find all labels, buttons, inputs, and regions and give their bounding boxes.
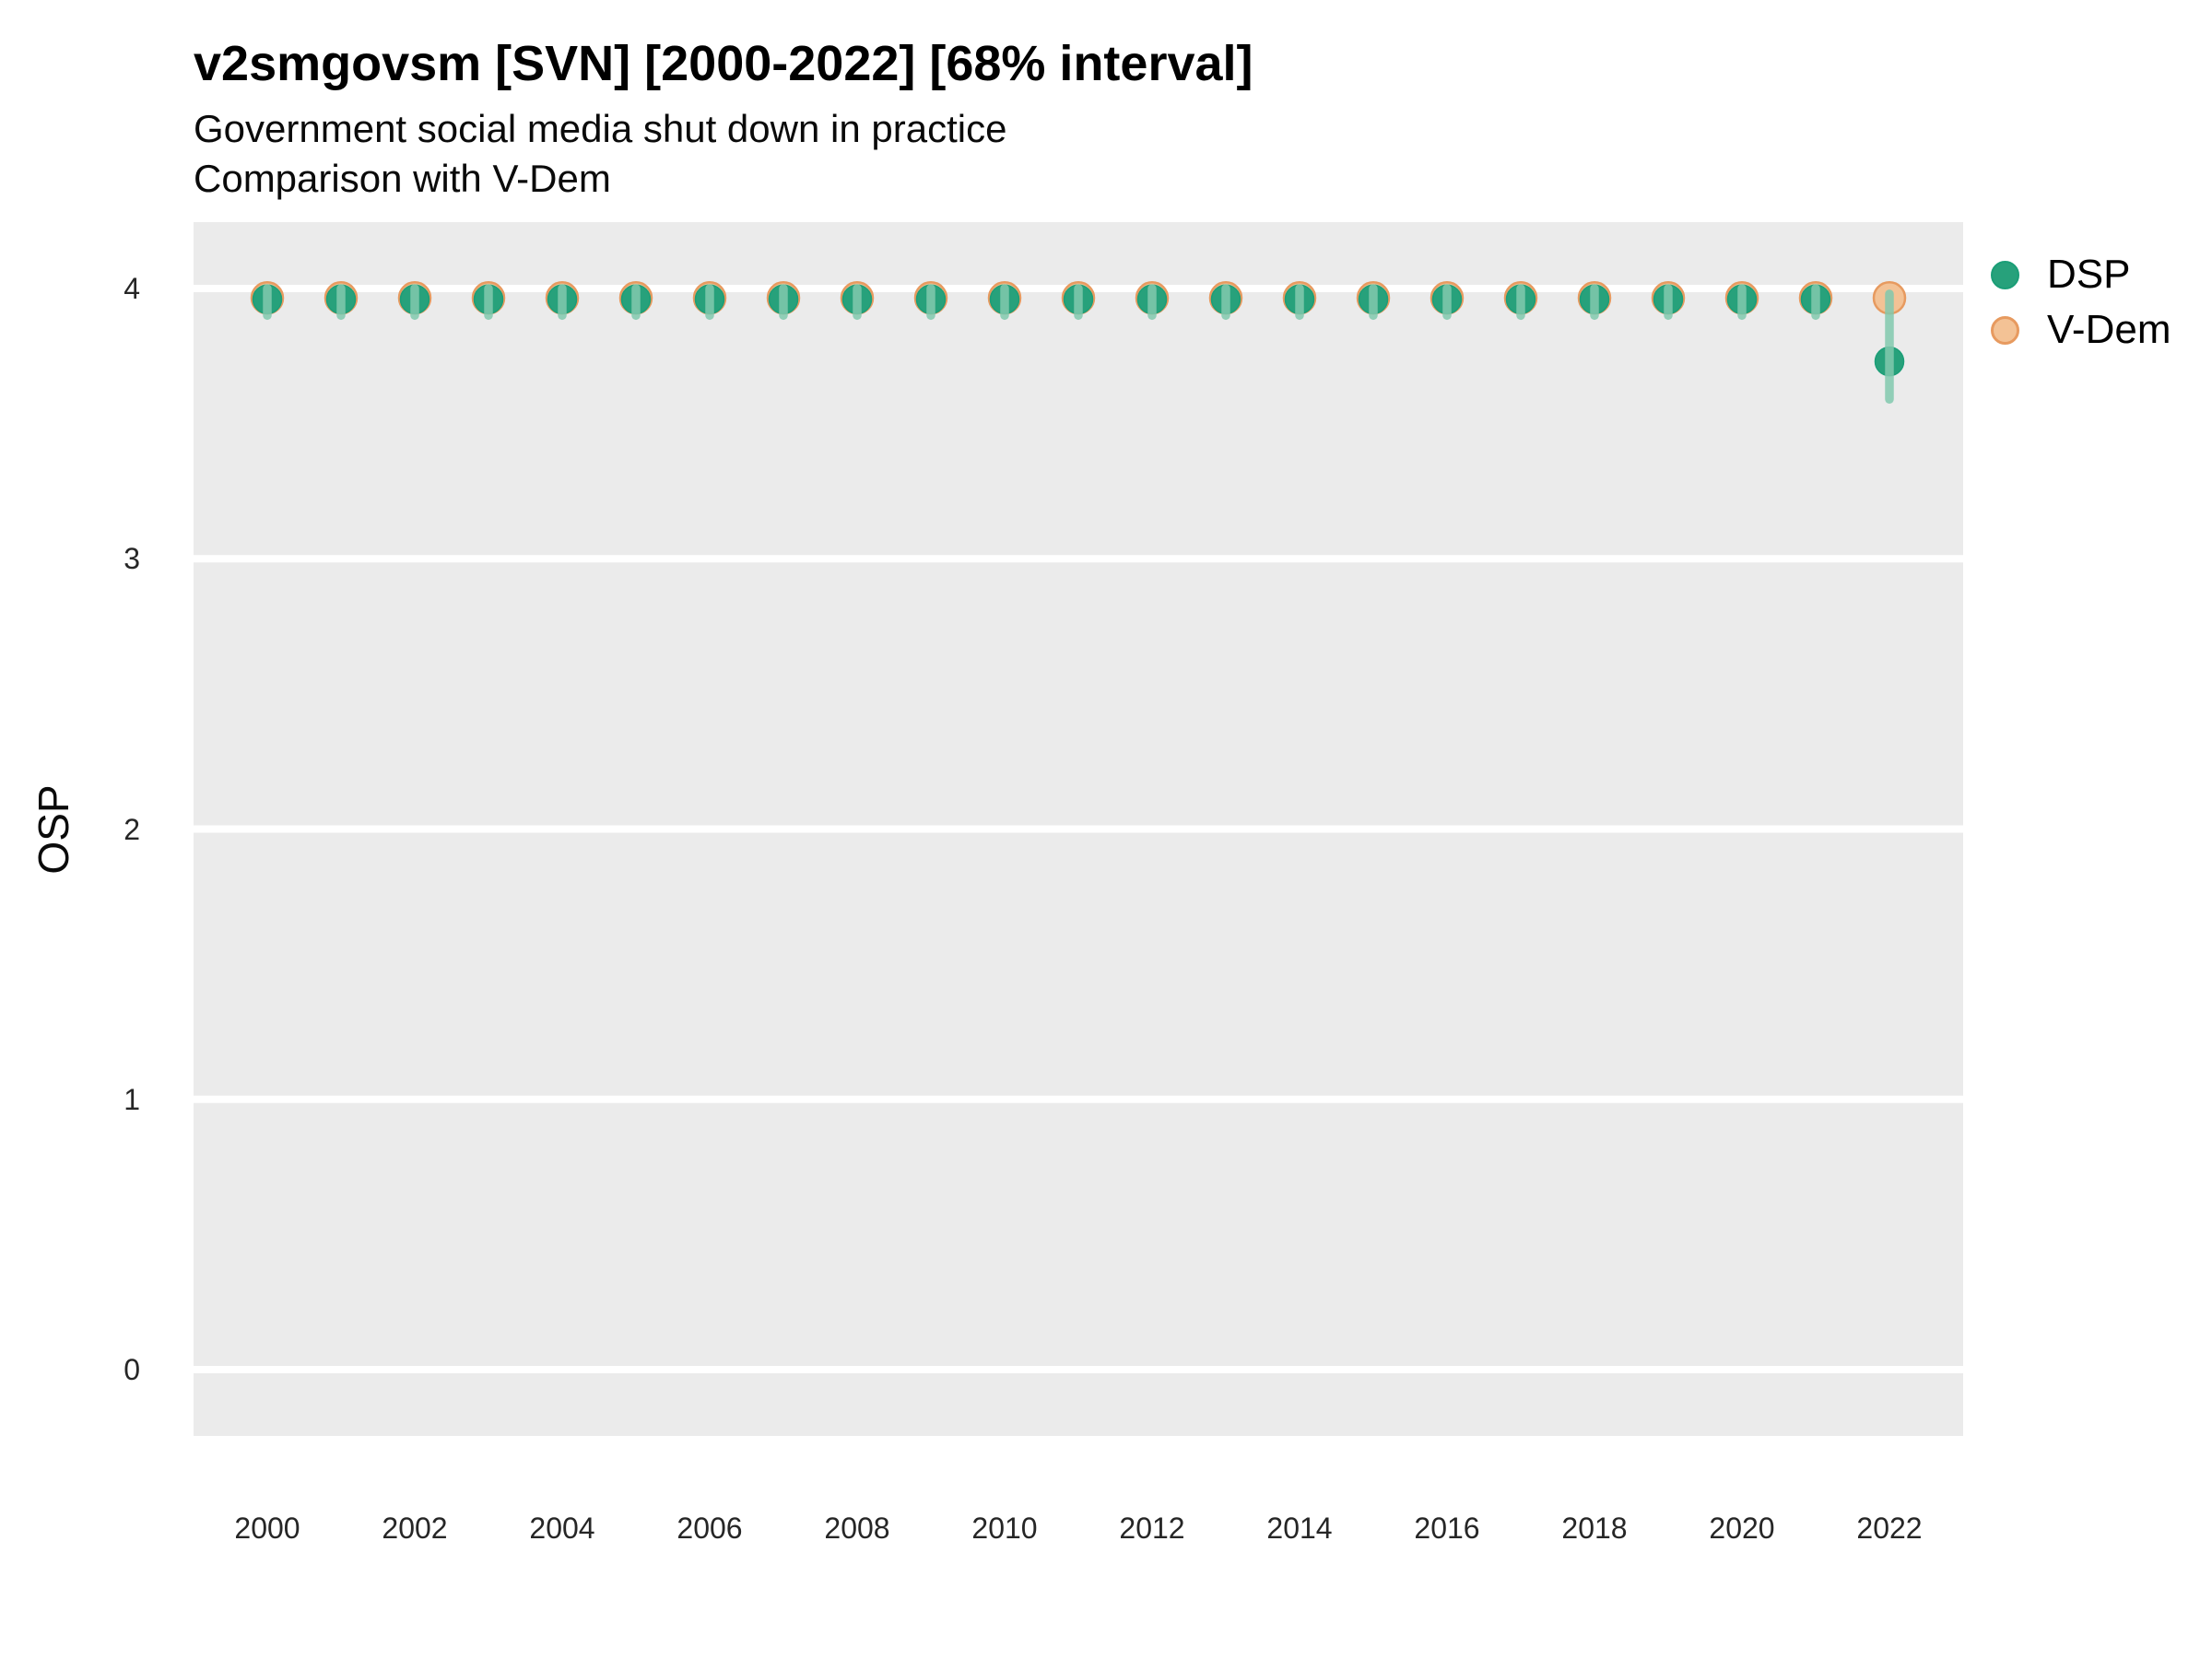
x-tick-label-2014: 2014: [1266, 1512, 1333, 1545]
chart-title: v2smgovsm [SVN] [2000-2022] [68% interva…: [194, 36, 1253, 91]
legend: DSP V-Dem: [1991, 247, 2171, 358]
x-tick-label-2004: 2004: [529, 1512, 595, 1545]
dsp-point-swatch: [1991, 260, 2019, 289]
chart-subtitle-2: Comparison with V-Dem: [194, 157, 611, 200]
y-tick-label-3: 3: [124, 542, 140, 576]
x-tick-label-2016: 2016: [1414, 1512, 1480, 1545]
x-tick-label-2008: 2008: [824, 1512, 890, 1545]
x-tick-label-2020: 2020: [1709, 1512, 1775, 1545]
x-tick-label-2018: 2018: [1561, 1512, 1628, 1545]
y-tick-label-4: 4: [124, 272, 140, 305]
y-tick-label-0: 0: [124, 1353, 140, 1386]
chart-subtitle: Government social media shut down in pra…: [194, 107, 1007, 150]
legend-label-dsp: DSP: [2047, 252, 2131, 297]
x-tick-label-2002: 2002: [382, 1512, 448, 1545]
vdem-point-swatch: [1991, 315, 2019, 345]
legend-item-dsp: DSP: [1991, 247, 2171, 302]
plot-canvas: [194, 280, 1963, 1373]
x-tick-label-2022: 2022: [1856, 1512, 1923, 1545]
legend-item-vdem: V-Dem: [1991, 302, 2171, 358]
y-tick-label-2: 2: [124, 812, 140, 846]
x-tick-label-2006: 2006: [677, 1512, 743, 1545]
x-tick-label-2000: 2000: [234, 1512, 300, 1545]
plot-area: [194, 222, 1963, 1436]
legend-label-vdem: V-Dem: [2047, 307, 2171, 352]
x-tick-label-2012: 2012: [1119, 1512, 1185, 1545]
y-tick-label-1: 1: [124, 1082, 140, 1116]
x-tick-label-2010: 2010: [971, 1512, 1038, 1545]
